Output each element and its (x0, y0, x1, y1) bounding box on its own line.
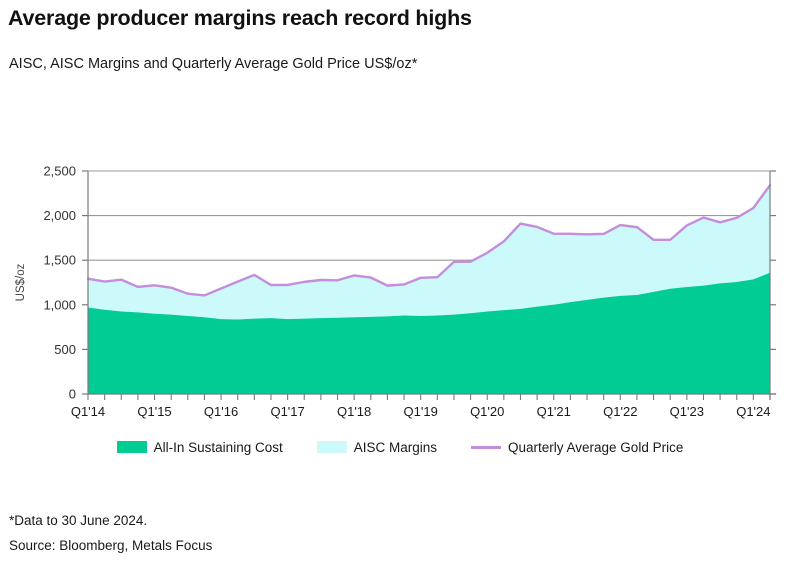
xtick-label-Q121: Q1'21 (537, 404, 571, 419)
footnote-source: Source: Bloomberg, Metals Focus (9, 538, 213, 553)
xtick-label-Q114: Q1'14 (71, 404, 105, 419)
legend-swatch-margins (316, 441, 347, 453)
area-aisc-margins (88, 185, 770, 320)
ytick-label-1000: 1,000 (43, 297, 76, 312)
footnotes: *Data to 30 June 2024. Source: Bloomberg… (9, 508, 212, 558)
xtick-label-Q122: Q1'22 (603, 404, 637, 419)
legend-swatch-aisc (116, 441, 147, 453)
chart-subtitle: AISC, AISC Margins and Quarterly Average… (9, 56, 418, 72)
legend-line-gold-price (471, 445, 501, 449)
y-axis-title: US$/oz (15, 263, 27, 301)
legend-item-gold-price[interactable]: Quarterly Average Gold Price (471, 440, 683, 455)
ytick-label-2000: 2,000 (43, 208, 76, 223)
xtick-label-Q123: Q1'23 (670, 404, 704, 419)
page-title: Average producer margins reach record hi… (8, 6, 472, 30)
ytick-label-500: 500 (54, 342, 76, 357)
chart-legend: All-In Sustaining Cost AISC Margins Quar… (0, 434, 800, 460)
xtick-label-Q115: Q1'15 (137, 404, 171, 419)
chart-plot-area: 0 500 1,000 1,500 2,000 2,500 US$/oz Q1'14 Q1'15… (0, 150, 800, 430)
xtick-label-Q117: Q1'17 (270, 404, 304, 419)
xtick-label-Q119: Q1'19 (404, 404, 438, 419)
legend-label-gold-price: Quarterly Average Gold Price (508, 439, 684, 455)
xtick-label-Q116: Q1'16 (204, 404, 238, 419)
area-all-in-sustaining-cost (88, 272, 770, 394)
xtick-label-Q118: Q1'18 (337, 404, 371, 419)
legend-label-margins: AISC Margins (353, 439, 437, 455)
ytick-label-2500: 2,500 (43, 164, 76, 179)
xtick-label-Q124: Q1'24 (736, 404, 770, 419)
ytick-label-0: 0 (69, 387, 76, 402)
legend-label-aisc: All-In Sustaining Cost (153, 439, 283, 455)
legend-item-margins[interactable]: AISC Margins (316, 439, 437, 455)
area-chart: 0 500 1,000 1,500 2,000 2,500 US$/oz Q1'14 Q1'15… (15, 164, 776, 419)
xtick-label-Q120: Q1'20 (470, 404, 504, 419)
legend-item-aisc[interactable]: All-In Sustaining Cost (116, 439, 283, 455)
ytick-label-1500: 1,500 (43, 253, 76, 268)
footnote-data-note: *Data to 30 June 2024. (9, 513, 148, 528)
line-quarterly-average-gold-price (86, 184, 772, 297)
